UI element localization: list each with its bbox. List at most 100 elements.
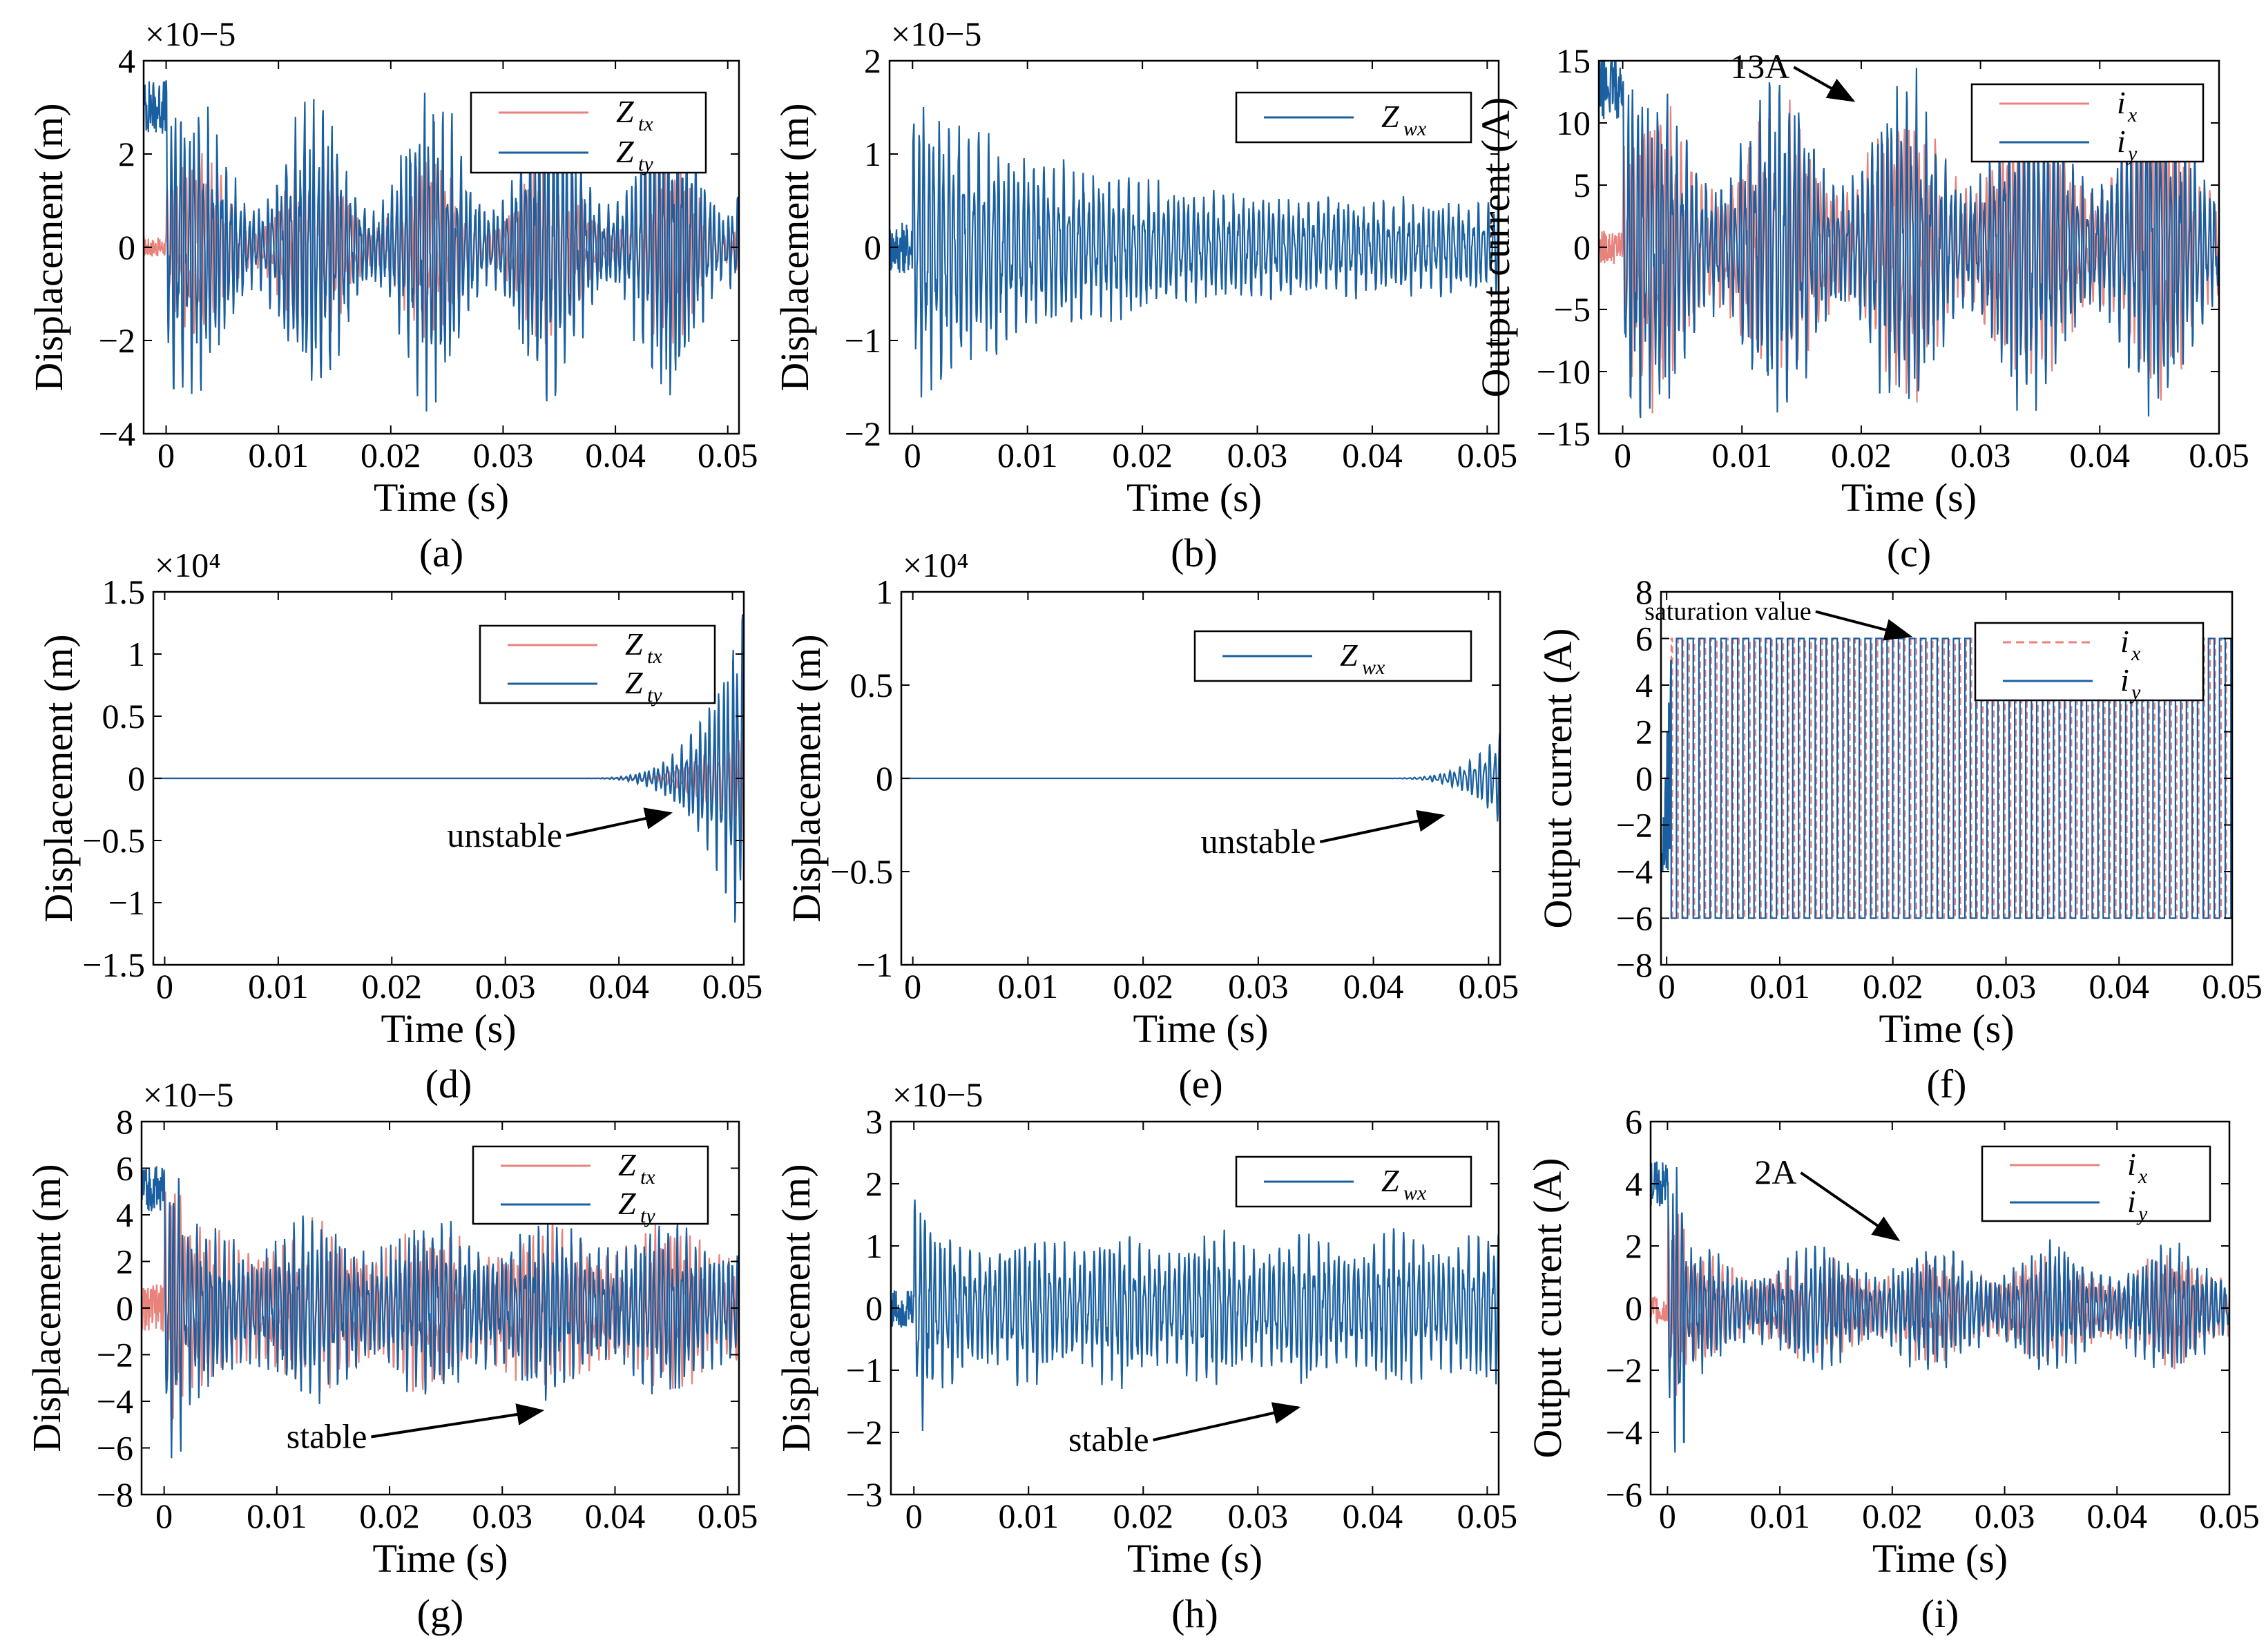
annotation-arrow: [1815, 610, 1913, 641]
panel-label: (a): [419, 530, 463, 575]
panel-label: (d): [425, 1062, 472, 1106]
y-tick-label: −3: [846, 1475, 883, 1514]
x-tick-label: 0.04: [1343, 967, 1404, 1006]
legend-label: Z: [616, 94, 634, 129]
y-tick-label: −2: [1606, 1351, 1642, 1390]
x-tick-label: 0.04: [585, 436, 646, 474]
x-tick-label: 0.03: [1950, 436, 2011, 474]
annotation-arrow: [1153, 1402, 1301, 1441]
y-tick-label: −15: [1537, 414, 1591, 453]
x-tick-label: 0: [1658, 967, 1676, 1006]
series-line-z-wx: [901, 733, 1500, 822]
x-tick-label: 0.01: [998, 967, 1059, 1006]
y-tick-label: 0: [865, 1289, 883, 1327]
y-tick-label: −2: [97, 1336, 133, 1374]
y-axis-label: Displacement (m): [26, 103, 71, 391]
y-tick-label: 1: [865, 1227, 883, 1265]
legend-label-subscript: wx: [1403, 1182, 1427, 1204]
y-tick-label: 1: [864, 135, 881, 173]
x-tick-label: 0: [155, 1497, 173, 1535]
legend-label: Z: [618, 1186, 636, 1221]
legend: i xi y: [1981, 1145, 2211, 1225]
x-tick-label: 0.02: [1113, 967, 1173, 1006]
legend-box: [1974, 622, 2205, 702]
axis-exponent: ×10⁴: [903, 546, 969, 584]
series-line-z-ty: [144, 80, 739, 412]
y-tick-label: −4: [1616, 852, 1653, 891]
x-tick-label: 0.01: [1749, 1497, 1810, 1535]
annotation-arrow: [1319, 809, 1446, 843]
legend-label: Z: [625, 665, 643, 700]
y-tick-label: 3: [865, 1102, 883, 1141]
panel-label: (c): [1887, 530, 1931, 575]
y-axis-label: Displacement (m): [772, 103, 817, 391]
legend-box: [1981, 1145, 2211, 1222]
chart-panel-a: 0 0.01 0.02 0.03 0.04 0.05 −4 −2 0 2 4 ×10−5 Time (s…: [26, 15, 758, 575]
x-tick-label: 0.02: [1831, 436, 1892, 474]
series-line-z-ty: [142, 1166, 739, 1459]
legend-label: Z: [1381, 99, 1399, 134]
legend-label-subscript: ty: [640, 1204, 655, 1227]
y-tick-label: 1: [876, 573, 893, 611]
y-tick-label: −4: [97, 1382, 133, 1421]
panel-label: (h): [1171, 1591, 1218, 1636]
x-tick-label: 0.01: [248, 967, 309, 1006]
y-tick-label: −2: [99, 321, 135, 360]
legend-label: Z: [1381, 1163, 1399, 1198]
y-tick-label: 1: [128, 635, 145, 673]
legend-label: Z: [1340, 637, 1358, 673]
legend-label-subscript: tx: [640, 1166, 655, 1189]
legend-label-subscript: wx: [1362, 656, 1385, 679]
x-tick-label: 0: [157, 436, 175, 474]
legend-label: Z: [625, 626, 643, 662]
x-tick-label: 0.05: [1457, 436, 1518, 474]
chart-panel-b: 0 0.01 0.02 0.03 0.04 0.05 −2 −1 0 1 2 ×10−5 Time (s…: [772, 15, 1517, 575]
annotation-arrow: [1800, 1171, 1901, 1242]
chart-panel-c: 0 0.01 0.02 0.03 0.04 0.05 −15 −10 −5 0 5 10 15 Time …: [1473, 41, 2249, 575]
panel-label: (e): [1178, 1062, 1222, 1106]
chart-panel-i: 0 0.01 0.02 0.03 0.04 0.05 −6 −4 −2 0 2 4 6 Time (s) O…: [1525, 1102, 2260, 1636]
chart-panel-e: 0 0.01 0.02 0.03 0.04 0.05 −1 −0.5 0 0.5 1 ×10⁴ Time…: [784, 546, 1519, 1106]
x-tick-label: 0: [156, 967, 173, 1006]
x-tick-label: 0.01: [1711, 436, 1772, 474]
y-tick-label: 8: [1635, 573, 1653, 611]
chart-panel-f: 0 0.01 0.02 0.03 0.04 0.05 −8 −6 −4 −2 0 2 4 6 8 Time (…: [1535, 573, 2263, 1106]
y-tick-label: −6: [1606, 1475, 1642, 1514]
y-tick-label: −1: [856, 945, 893, 984]
y-tick-label: −2: [1616, 806, 1653, 845]
legend-box: [479, 624, 716, 704]
annotation-arrow: [1793, 66, 1856, 102]
chart-panel-d: 0 0.01 0.02 0.03 0.04 0.05 −1.5 −1 −0.5 0 0.5 1 1.5×…: [36, 546, 762, 1106]
y-tick-label: 0: [1635, 759, 1653, 798]
axis-exponent: ×10−5: [891, 15, 981, 53]
y-tick-label: 6: [1635, 620, 1653, 658]
x-tick-label: 0.03: [1976, 967, 2037, 1006]
x-tick-label: 0.04: [1343, 1497, 1403, 1535]
y-tick-label: 2: [116, 1242, 133, 1281]
y-tick-label: −2: [845, 414, 881, 453]
annotation-arrow: [566, 807, 673, 837]
y-tick-label: 2: [118, 135, 135, 173]
legend-label: i: [2117, 124, 2126, 159]
y-tick-label: 0: [128, 759, 145, 798]
x-tick-label: 0.02: [1862, 1497, 1923, 1535]
annotation-label: unstable: [1201, 822, 1316, 861]
y-tick-label: 8: [116, 1102, 133, 1141]
y-tick-label: 0: [118, 228, 135, 267]
x-tick-label: 0.05: [702, 967, 763, 1006]
series-line-i-y: [1651, 1161, 2229, 1453]
x-tick-label: 0: [905, 1497, 923, 1535]
y-tick-label: 1.5: [102, 573, 146, 611]
annotation-label: unstable: [447, 816, 562, 854]
x-tick-label: 0.03: [1228, 967, 1289, 1006]
y-tick-label: −0.5: [830, 852, 893, 891]
x-tick-label: 0: [904, 967, 921, 1006]
chart-panel-g: 0 0.01 0.02 0.03 0.04 0.05 −8 −6 −4 −2 0 2 4 6 8 ×10−5 T…: [24, 1075, 758, 1636]
x-tick-label: 0.05: [698, 436, 758, 474]
y-tick-label: −1.5: [82, 945, 145, 984]
y-tick-label: 2: [864, 41, 881, 80]
annotation-label: 2A: [1754, 1153, 1796, 1191]
